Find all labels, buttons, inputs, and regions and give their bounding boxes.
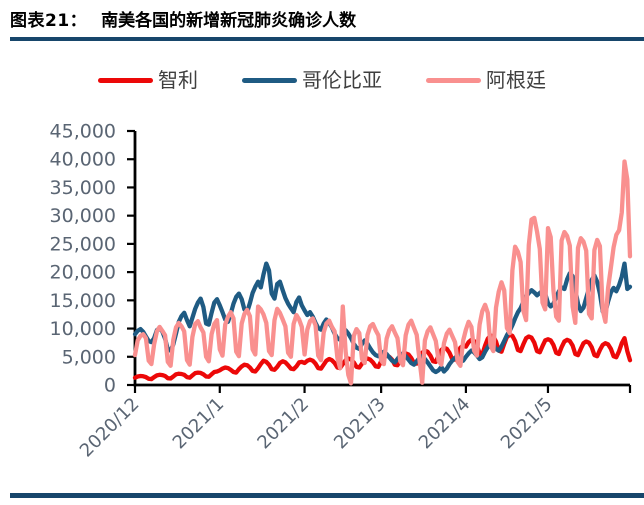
legend-label-argentina: 阿根廷 <box>486 68 546 92</box>
x-tick-label: 2021/2 <box>253 394 313 454</box>
x-tick-label: 2021/5 <box>497 394 557 454</box>
legend-item-argentina: 阿根廷 <box>426 70 546 90</box>
header-divider-rule <box>10 37 644 41</box>
y-tick-label: 0 <box>104 375 116 397</box>
series-line-argentina <box>132 159 633 386</box>
x-tick-label: 2021/1 <box>169 394 229 454</box>
y-tick-label: 15,000 <box>50 290 116 312</box>
y-tick-label: 20,000 <box>50 262 116 284</box>
figure-number-label: 图表21： <box>10 11 88 31</box>
y-tick-label: 5,000 <box>62 346 116 368</box>
chart-legend: 智利 哥伦比亚 阿根廷 <box>0 70 644 90</box>
legend-item-colombia: 哥伦比亚 <box>242 70 382 90</box>
y-tick-label: 10,000 <box>50 318 116 340</box>
legend-label-chile: 智利 <box>158 68 198 92</box>
x-tick-label: 2021/4 <box>415 394 475 454</box>
y-tick-label: 40,000 <box>50 149 116 171</box>
y-tick-label: 35,000 <box>50 177 116 199</box>
figure-title: 南美各国的新增新冠肺炎确诊人数 <box>101 11 357 31</box>
footer-divider-rule <box>10 493 644 498</box>
legend-swatch-chile <box>98 77 153 83</box>
legend-swatch-argentina <box>426 77 481 83</box>
x-tick-label: 2020/12 <box>76 394 144 462</box>
y-tick-label: 45,000 <box>50 121 116 143</box>
figure-header: 图表21： 南美各国的新增新冠肺炎确诊人数 <box>10 6 640 31</box>
legend-swatch-colombia <box>242 77 297 83</box>
legend-label-colombia: 哥伦比亚 <box>302 68 382 92</box>
y-tick-label: 30,000 <box>50 205 116 227</box>
legend-item-chile: 智利 <box>98 70 198 90</box>
y-tick-label: 25,000 <box>50 233 116 255</box>
x-tick-label: 2021/3 <box>330 394 390 454</box>
